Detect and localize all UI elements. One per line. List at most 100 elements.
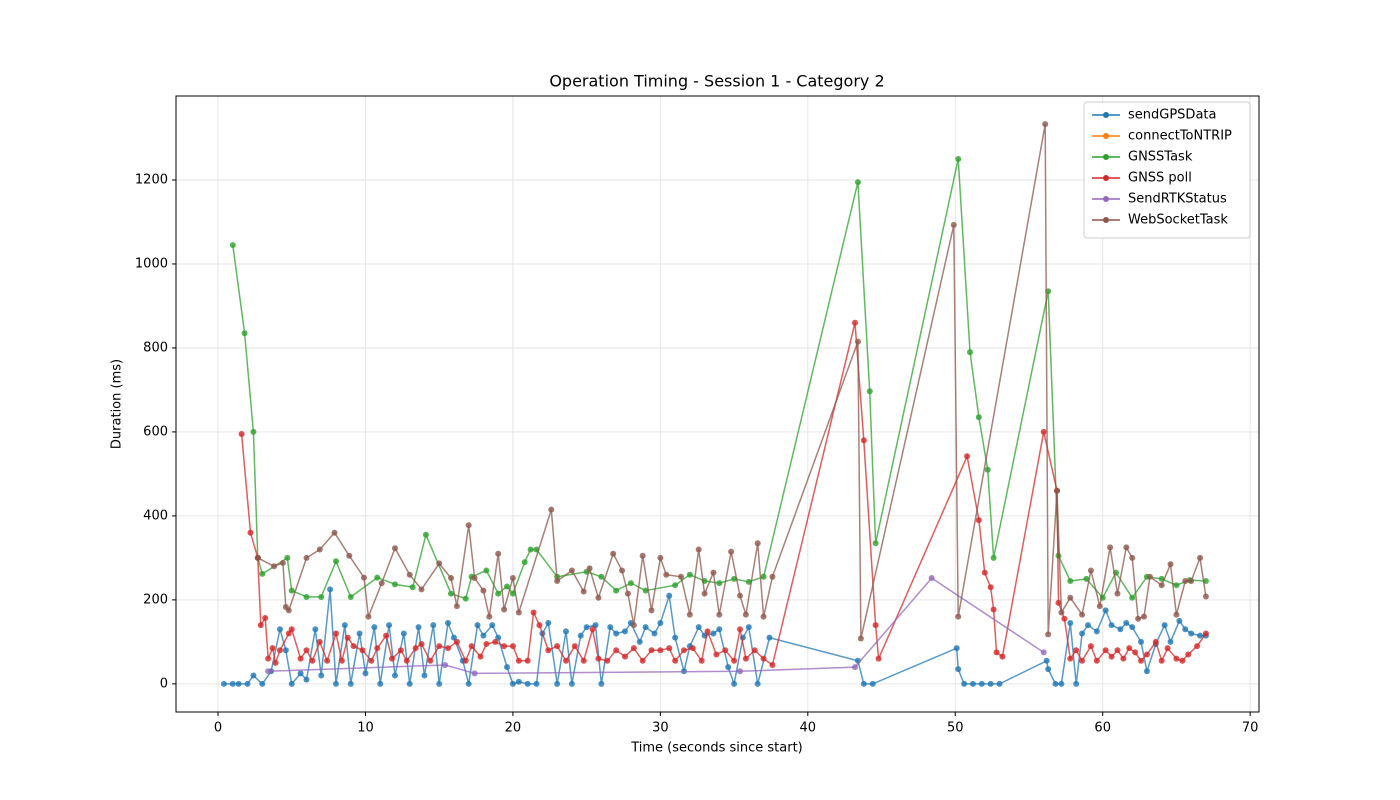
data-point — [1158, 657, 1165, 664]
data-point — [1194, 643, 1201, 650]
data-point — [955, 613, 962, 620]
data-point — [987, 680, 994, 687]
data-point — [391, 672, 398, 679]
data-point — [1123, 544, 1130, 551]
data-point — [332, 558, 339, 565]
data-point — [1161, 622, 1168, 629]
data-point — [524, 657, 531, 664]
data-point — [701, 590, 708, 597]
data-point — [436, 680, 443, 687]
data-point — [554, 680, 561, 687]
data-point — [1067, 655, 1074, 662]
data-point — [990, 606, 997, 613]
data-point — [672, 582, 679, 589]
data-point — [247, 529, 254, 536]
data-point — [397, 647, 404, 654]
data-point — [471, 575, 478, 582]
data-point — [736, 668, 743, 675]
data-point — [486, 613, 493, 620]
series-line — [232, 158, 1206, 600]
data-point — [365, 613, 372, 620]
data-point — [418, 640, 425, 647]
data-point — [571, 643, 578, 650]
data-point — [595, 655, 602, 662]
data-point — [745, 624, 752, 631]
data-point — [1129, 554, 1136, 561]
data-point — [391, 545, 398, 552]
data-point — [1188, 577, 1195, 584]
data-point — [474, 622, 481, 629]
data-point — [742, 655, 749, 662]
data-point — [332, 630, 339, 637]
data-point — [636, 638, 643, 645]
data-point — [316, 546, 323, 553]
y-tick-label: 600 — [143, 424, 168, 439]
data-point — [1093, 657, 1100, 664]
data-point — [731, 657, 738, 664]
data-point — [716, 626, 723, 633]
data-point — [515, 657, 522, 664]
data-point — [710, 630, 717, 637]
data-point — [996, 680, 1003, 687]
data-point — [445, 645, 452, 652]
data-point — [1108, 653, 1115, 660]
data-point — [492, 638, 499, 645]
data-point — [515, 678, 522, 685]
data-point — [651, 630, 658, 637]
data-point — [504, 664, 511, 671]
y-tick-label: 1000 — [135, 256, 168, 271]
data-point — [1061, 615, 1068, 622]
data-point — [613, 630, 620, 637]
data-point — [1087, 643, 1094, 650]
data-point — [356, 630, 363, 637]
data-point — [378, 580, 385, 587]
data-point — [984, 466, 991, 473]
data-point — [975, 517, 982, 524]
data-point — [728, 548, 735, 555]
data-point — [1102, 607, 1109, 614]
x-tick-label: 0 — [214, 721, 222, 736]
data-point — [1058, 609, 1065, 616]
data-point — [338, 657, 345, 664]
data-point — [418, 586, 425, 593]
data-point — [1117, 626, 1124, 633]
data-point — [742, 611, 749, 618]
data-point — [288, 626, 295, 633]
data-point — [406, 571, 413, 578]
data-point — [359, 647, 366, 654]
data-point — [477, 653, 484, 660]
data-point — [1179, 657, 1186, 664]
data-point — [562, 657, 569, 664]
data-point — [374, 574, 381, 581]
data-point — [269, 645, 276, 652]
data-point — [271, 563, 278, 570]
data-point — [1182, 626, 1189, 633]
data-point — [462, 595, 469, 602]
legend-marker — [1103, 154, 1109, 160]
data-point — [562, 628, 569, 635]
data-point — [229, 680, 236, 687]
data-point — [465, 522, 472, 529]
data-point — [1040, 428, 1047, 435]
data-point — [400, 630, 407, 637]
data-point — [254, 554, 261, 561]
data-point — [731, 680, 738, 687]
data-point — [1176, 617, 1183, 624]
data-point — [1132, 649, 1139, 656]
data-point — [1073, 647, 1080, 654]
data-point — [666, 592, 673, 599]
data-point — [530, 609, 537, 616]
data-point — [1108, 622, 1115, 629]
plot-frame — [175, 95, 1260, 713]
chart-title: Operation Timing - Session 1 - Category … — [549, 72, 884, 91]
data-point — [657, 554, 664, 561]
data-point — [1045, 666, 1052, 673]
data-point — [453, 638, 460, 645]
data-point — [663, 571, 670, 578]
data-point — [1120, 655, 1127, 662]
data-point — [592, 622, 599, 629]
data-point — [344, 634, 351, 641]
data-point — [580, 657, 587, 664]
data-point — [981, 569, 988, 576]
data-point — [1138, 657, 1145, 664]
